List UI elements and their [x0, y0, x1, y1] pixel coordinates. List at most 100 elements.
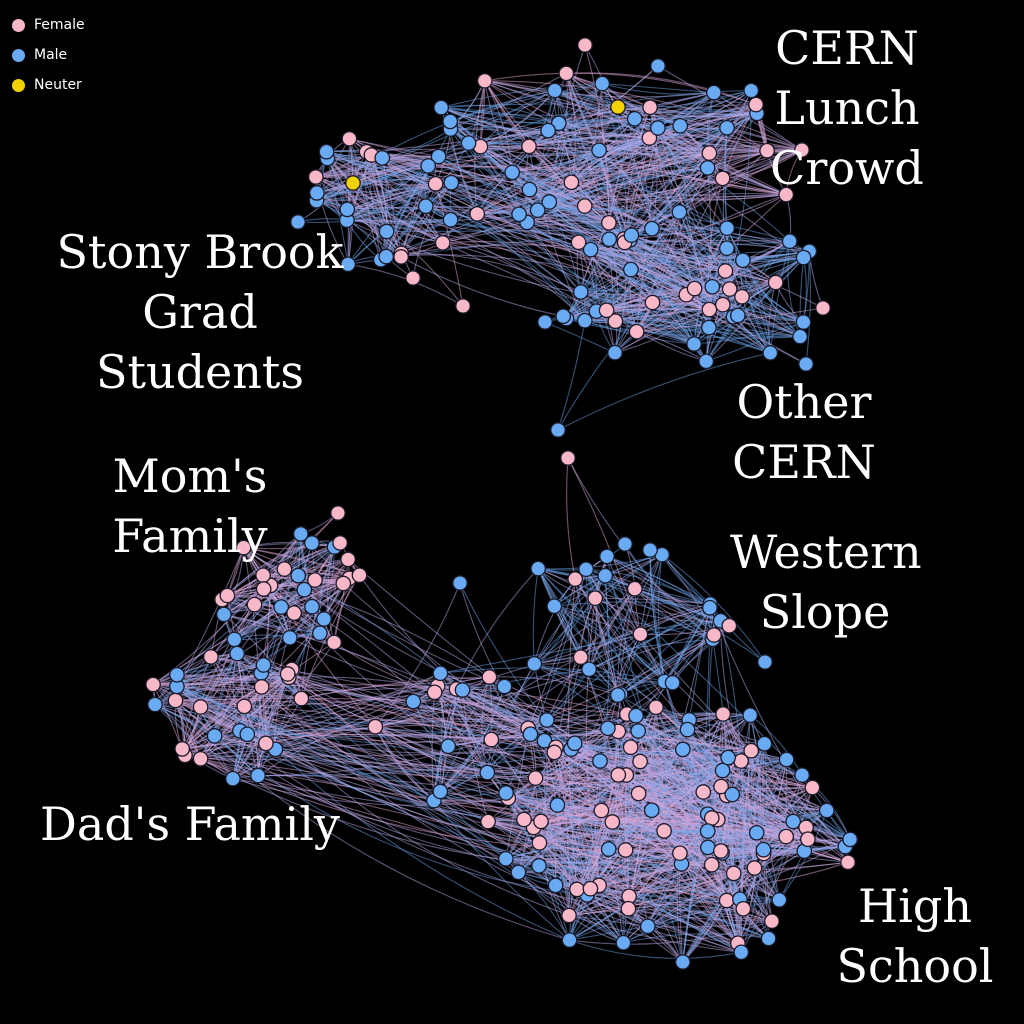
male-node — [561, 932, 578, 948]
male-node — [405, 693, 422, 710]
edge — [742, 759, 788, 910]
female-node — [601, 214, 617, 231]
edge — [574, 713, 724, 744]
edge — [263, 664, 708, 832]
edge — [547, 130, 728, 229]
label-stony-brook: Stony Brook Grad Students — [56, 225, 344, 399]
female-node — [286, 605, 302, 621]
male-node — [795, 314, 812, 330]
female-node — [483, 731, 500, 748]
neuter-node — [610, 99, 626, 115]
edge — [326, 158, 349, 265]
male-node — [686, 336, 702, 352]
edge — [243, 705, 609, 850]
edge — [533, 663, 591, 889]
edge — [631, 226, 728, 236]
label-high-school: High School — [836, 879, 994, 993]
female-node — [642, 99, 658, 116]
edge — [657, 89, 752, 129]
female-node — [258, 735, 274, 752]
female-node — [335, 575, 352, 592]
edge — [590, 888, 684, 963]
edge — [639, 761, 744, 910]
edge — [316, 200, 387, 257]
male-node — [756, 735, 773, 752]
male-node — [623, 261, 639, 278]
male-node — [216, 606, 232, 623]
female-node — [706, 627, 722, 643]
male-node — [671, 204, 688, 220]
edge — [647, 908, 744, 927]
male-node — [644, 220, 660, 237]
male-node — [250, 767, 266, 784]
edge — [647, 838, 809, 927]
edge — [263, 664, 794, 823]
edge — [442, 242, 653, 303]
female-node — [192, 699, 209, 715]
male-node — [610, 687, 626, 703]
male-node — [378, 248, 395, 265]
edge — [630, 104, 757, 270]
female-node — [713, 778, 729, 795]
female-node — [527, 770, 544, 786]
female-node — [632, 626, 649, 643]
edge — [366, 151, 585, 207]
female-node — [764, 913, 780, 930]
female-node — [570, 234, 587, 251]
edge — [679, 125, 787, 196]
edge — [232, 533, 302, 779]
edge — [585, 569, 741, 900]
male-node — [743, 82, 760, 99]
edge — [223, 613, 529, 729]
edge — [400, 256, 564, 317]
male-node — [842, 831, 858, 848]
edge — [154, 704, 787, 839]
edge — [176, 685, 742, 953]
edge — [442, 241, 695, 290]
female-node — [748, 96, 764, 113]
edge — [528, 65, 659, 147]
female-node — [572, 649, 589, 666]
edge — [617, 588, 636, 696]
edge — [244, 705, 627, 779]
male-node — [719, 220, 735, 237]
edge — [366, 151, 572, 184]
male-node — [339, 201, 356, 218]
edge — [567, 457, 641, 635]
edge — [176, 674, 289, 684]
edge — [210, 533, 302, 658]
male-node — [607, 344, 623, 361]
female-node — [192, 750, 209, 767]
edge — [459, 582, 572, 750]
female-node — [516, 811, 532, 828]
legend-swatch-female — [12, 18, 25, 32]
male-node — [699, 823, 716, 839]
edge — [569, 939, 742, 959]
male-node — [304, 535, 320, 551]
female-node — [276, 561, 293, 577]
legend-label-female: Female — [34, 17, 85, 33]
female-node — [759, 142, 775, 159]
female-node — [341, 130, 358, 147]
male-node — [643, 802, 660, 819]
female-node — [367, 718, 384, 735]
male-node — [600, 720, 616, 737]
male-node — [546, 82, 563, 99]
edge — [527, 569, 587, 729]
female-node — [326, 634, 342, 651]
male-node — [729, 307, 746, 324]
male-node — [672, 117, 689, 134]
female-node — [607, 313, 624, 330]
male-node — [706, 84, 722, 101]
female-node — [800, 831, 816, 848]
male-node — [504, 164, 521, 181]
male-node — [650, 120, 666, 136]
male-node — [540, 122, 556, 139]
female-node — [746, 860, 763, 876]
male-node — [778, 751, 795, 768]
edge — [291, 668, 682, 865]
male-node — [255, 657, 272, 673]
legend-label-male: Male — [34, 47, 68, 63]
label-other-cern: Other CERN — [732, 375, 876, 489]
female-node — [577, 37, 593, 53]
